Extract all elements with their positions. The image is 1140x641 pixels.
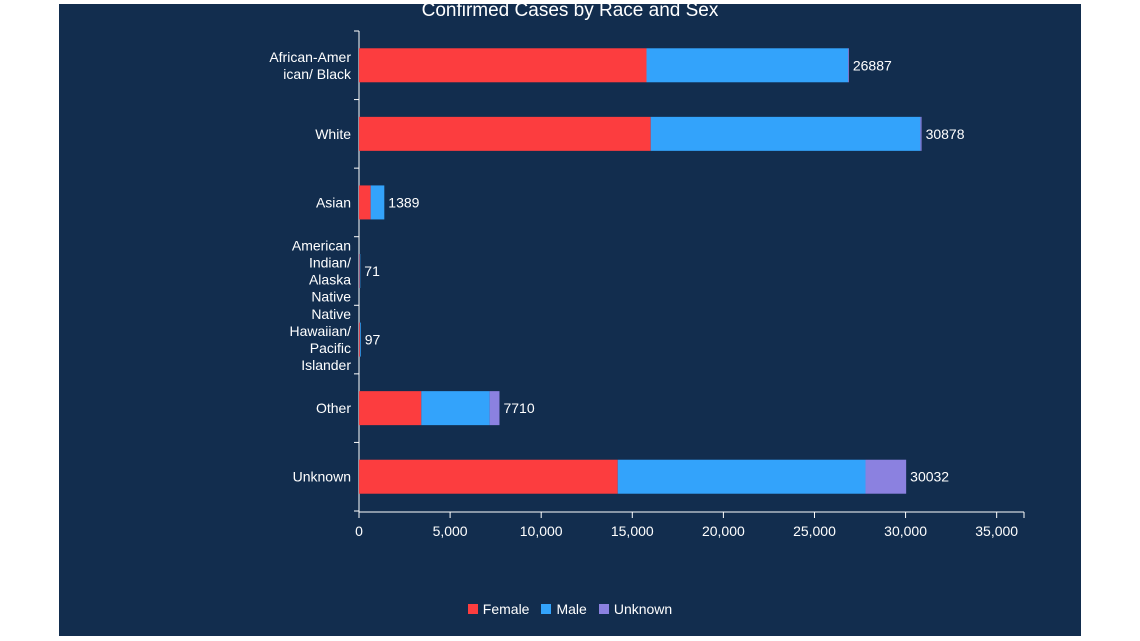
category-label-line: Alaska: [309, 272, 351, 288]
bar-total-label: 30878: [926, 126, 965, 142]
bar-female: [359, 116, 651, 151]
category-label: American Indian/Alaska Native: [292, 238, 351, 305]
legend-swatch: [598, 604, 609, 614]
category-label-line: Native: [311, 306, 351, 322]
category-label-line: ican/ Black: [283, 66, 352, 82]
bar-unknown: [489, 391, 500, 426]
bar-male: [370, 185, 385, 220]
x-tick-label: 0: [355, 523, 363, 539]
category-label-line: Hawaiian/: [290, 323, 352, 339]
bar-total-label: 30032: [910, 469, 949, 485]
category-label: Native Hawaiian/Pacific Islander: [290, 306, 352, 373]
bar-female: [359, 254, 360, 288]
x-tick-label: 35,000: [975, 523, 1018, 539]
category-label: White: [315, 126, 351, 142]
x-tick-label: 20,000: [702, 523, 745, 539]
x-tick-label: 30,000: [884, 523, 927, 539]
category-label-line: Native: [311, 289, 351, 305]
legend-item-unknown[interactable]: Unknown: [598, 601, 673, 617]
legend-label: Unknown: [613, 601, 673, 617]
legend-label: Female: [482, 601, 530, 617]
legend-label: Male: [556, 601, 587, 617]
category-label-line: American: [292, 238, 351, 254]
bar-male: [359, 322, 361, 357]
bar-male: [359, 254, 361, 288]
bar-total-label: 26887: [853, 57, 892, 73]
bar-total-label: 97: [365, 332, 381, 348]
chart-title: Confirmed Cases by Race and Sex: [421, 4, 719, 21]
category-label-line: African-Amer: [269, 49, 351, 65]
bar-chart: 0 5,000 10,000 15,000 20,000 25,000 30,000 35,0…: [269, 30, 1025, 539]
bar-female: [359, 48, 647, 83]
x-tick-label: 10,000: [520, 523, 563, 539]
bar-female: [359, 322, 360, 357]
x-tick-label: 15,000: [611, 523, 654, 539]
legend-item-male[interactable]: Male: [541, 601, 587, 617]
x-tick-label: 5,000: [433, 523, 468, 539]
category-label: Other: [316, 400, 351, 416]
x-tick-label: 25,000: [793, 523, 836, 539]
bar-female: [359, 185, 371, 220]
category-label-line: Asian: [316, 194, 351, 210]
category-label: African-Amer ican/ Black: [269, 49, 352, 82]
category-label: Unknown: [293, 469, 351, 485]
legend-swatch: [467, 604, 478, 614]
bar-male: [421, 391, 490, 426]
bar-unknown: [848, 48, 849, 83]
bar-female: [359, 459, 618, 494]
bar-total-label: 71: [364, 263, 380, 279]
chart-panel: Confirmed Cases by Race and Sex 0 5,000 10…: [59, 4, 1081, 636]
bar-male: [617, 459, 866, 494]
category-label-line: Other: [316, 400, 351, 416]
bar-female: [359, 391, 422, 426]
category-label-line: Unknown: [293, 469, 351, 485]
bar-male: [650, 116, 921, 151]
bar-total-label: 7710: [503, 400, 534, 416]
chart-legend: Female Male Unknown: [59, 601, 1081, 617]
bar-male: [646, 48, 849, 83]
category-label-line: Pacific: [310, 340, 351, 356]
legend-swatch: [541, 604, 552, 614]
category-label-line: Islander: [301, 357, 351, 373]
category-label-line: White: [315, 126, 351, 142]
category-label: Asian: [316, 194, 351, 210]
bar-total-label: 1389: [388, 194, 419, 210]
bar-unknown: [865, 459, 907, 494]
legend-item-female[interactable]: Female: [467, 601, 530, 617]
bar-unknown: [920, 116, 922, 151]
category-label-line: Indian/: [309, 255, 351, 271]
